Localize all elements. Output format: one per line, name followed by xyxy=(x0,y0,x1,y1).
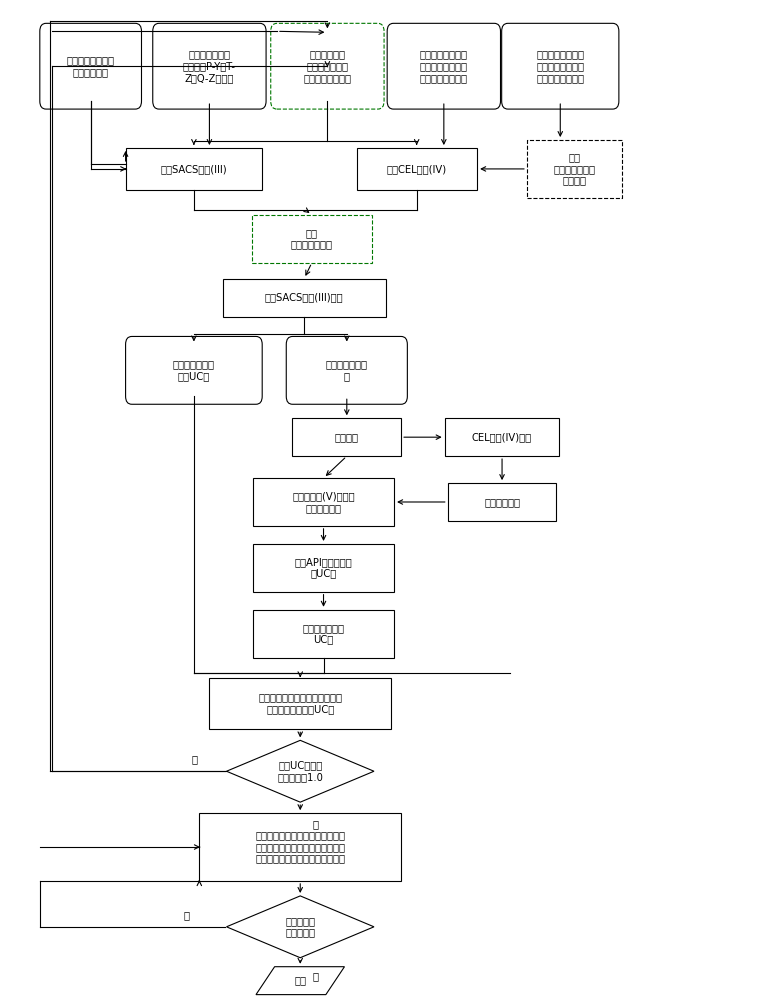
Bar xyxy=(253,544,394,592)
FancyBboxPatch shape xyxy=(153,23,266,109)
Text: CEL模型(IV)求解: CEL模型(IV)求解 xyxy=(472,432,532,442)
Bar xyxy=(126,148,262,190)
Text: 桩桩参数（直径、
预计入泥深度、与
平台桩基的距离）: 桩桩参数（直径、 预计入泥深度、与 平台桩基的距离） xyxy=(536,50,584,83)
Bar xyxy=(448,483,556,521)
Text: 编程求解环境荷载效应和挤土效
应耦合作用下桩身UC值: 编程求解环境荷载效应和挤土效 应耦合作用下桩身UC值 xyxy=(258,693,342,714)
Bar xyxy=(252,215,372,263)
Text: 环境参数（水深、
风、浪、流）: 环境参数（水深、 风、浪、流） xyxy=(67,55,115,77)
Text: 环境荷载效应下
桩身UC值: 环境荷载效应下 桩身UC值 xyxy=(173,360,215,381)
Bar xyxy=(445,418,559,456)
Bar xyxy=(199,813,401,881)
Polygon shape xyxy=(256,967,344,995)
Text: 建立CEL模型(IV): 建立CEL模型(IV) xyxy=(386,164,446,174)
FancyBboxPatch shape xyxy=(271,23,384,109)
Text: 与桩径相应的土
体参数（P-Y、T-
Z、Q-Z数据）: 与桩径相应的土 体参数（P-Y、T- Z、Q-Z数据） xyxy=(183,50,236,83)
FancyBboxPatch shape xyxy=(125,336,263,404)
Text: 建立SACS模型(III)求解: 建立SACS模型(III)求解 xyxy=(265,293,344,303)
FancyBboxPatch shape xyxy=(502,23,619,109)
Bar xyxy=(292,418,401,456)
Text: 否: 否 xyxy=(192,754,198,764)
Text: 桩头刚度: 桩头刚度 xyxy=(335,432,359,442)
Text: 采用API规范编程求
解UC值: 采用API规范编程求 解UC值 xyxy=(294,557,352,579)
Text: 地基梁模型(V)求解，
得到桩身内力: 地基梁模型(V)求解， 得到桩身内力 xyxy=(292,491,354,513)
FancyBboxPatch shape xyxy=(387,23,500,109)
Text: 是: 是 xyxy=(312,971,319,981)
Text: 进行桩基常规设计（承载力分析、
起吊分析，自由站立分析、打桩分
析、疲劳分析、桩腿连接分析等）: 进行桩基常规设计（承载力分析、 起吊分析，自由站立分析、打桩分 析、疲劳分析、桩… xyxy=(256,830,345,864)
Bar xyxy=(209,678,391,729)
Text: 否: 否 xyxy=(184,910,190,920)
Text: 确定
土体的均一等效
弹性模量: 确定 土体的均一等效 弹性模量 xyxy=(553,152,595,186)
FancyBboxPatch shape xyxy=(286,336,407,404)
Text: 确定
环境参数的角度: 确定 环境参数的角度 xyxy=(291,228,333,250)
Text: 桩身挤土位移: 桩身挤土位移 xyxy=(484,497,520,507)
Text: 挤土效应下桩身
UC值: 挤土效应下桩身 UC值 xyxy=(302,623,344,644)
Polygon shape xyxy=(227,740,374,802)
Bar xyxy=(527,140,622,198)
Bar xyxy=(253,610,394,658)
Text: 判断是否满
足设计要求: 判断是否满 足设计要求 xyxy=(285,916,315,938)
Bar xyxy=(253,478,394,526)
Text: 建立SACS模型(III): 建立SACS模型(III) xyxy=(160,164,227,174)
FancyBboxPatch shape xyxy=(40,23,142,109)
Text: 是: 是 xyxy=(312,819,319,829)
Text: 判断UC值是否
小于或等于1.0: 判断UC值是否 小于或等于1.0 xyxy=(277,760,323,782)
Text: 结束: 结束 xyxy=(294,976,306,986)
Text: 土体参数（分层、
分类、泊松比、内
摩擦角、粘聚力）: 土体参数（分层、 分类、泊松比、内 摩擦角、粘聚力） xyxy=(420,50,468,83)
Text: 假定桩基参数
（分段、直径、
壁厚、入泥深度）: 假定桩基参数 （分段、直径、 壁厚、入泥深度） xyxy=(303,50,351,83)
Text: 桩头力及桩头位
移: 桩头力及桩头位 移 xyxy=(326,360,368,381)
Bar xyxy=(357,148,477,190)
Bar xyxy=(223,279,386,317)
Polygon shape xyxy=(227,896,374,958)
